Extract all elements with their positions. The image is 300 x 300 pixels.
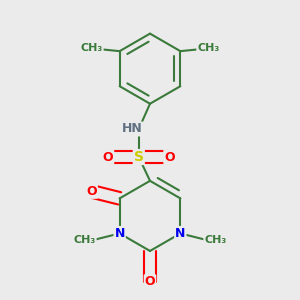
Text: CH₃: CH₃ [80, 43, 103, 53]
Text: O: O [86, 185, 97, 198]
Text: O: O [145, 275, 155, 288]
Text: HN: HN [122, 122, 142, 136]
Text: N: N [175, 227, 185, 240]
Text: O: O [164, 151, 175, 164]
Text: S: S [134, 150, 144, 164]
Text: N: N [115, 227, 125, 240]
Text: O: O [103, 151, 113, 164]
Text: CH₃: CH₃ [197, 43, 220, 53]
Text: CH₃: CH₃ [204, 236, 226, 245]
Text: CH₃: CH₃ [74, 236, 96, 245]
